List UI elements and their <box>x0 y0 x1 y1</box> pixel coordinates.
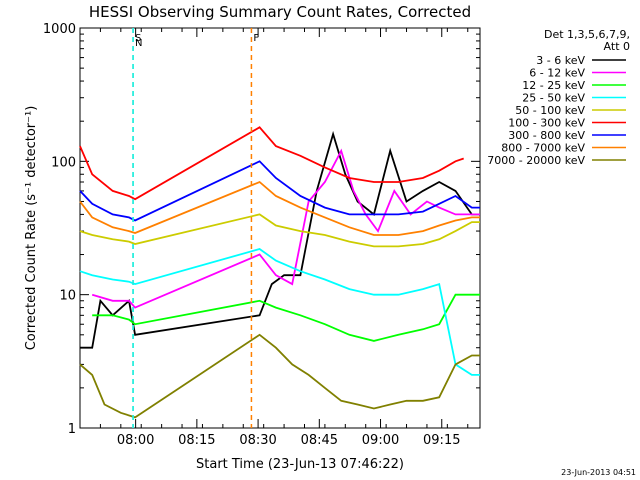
x-axis-label: Start Time (23-Jun-13 07:46:22) <box>196 457 404 472</box>
series-line <box>79 126 464 201</box>
y-tick-label: 1000 <box>43 22 76 37</box>
y-axis-label: Corrected Count Rate (s⁻¹ detector⁻¹) <box>24 106 39 351</box>
x-tick-label: 08:45 <box>301 433 338 448</box>
legend-label: 7000 - 20000 keV <box>487 154 585 167</box>
y-tick-label: 10 <box>59 289 76 304</box>
series-line <box>92 293 480 342</box>
series-line <box>80 130 480 349</box>
chart-title: HESSI Observing Summary Count Rates, Cor… <box>89 3 471 21</box>
legend-header: Att 0 <box>604 40 630 53</box>
y-tick-label: 100 <box>51 155 76 170</box>
flag-label: N <box>135 38 142 49</box>
x-tick-label: 08:15 <box>178 433 215 448</box>
legend-label: 100 - 300 keV <box>508 117 585 130</box>
series-line <box>79 213 480 248</box>
x-tick-label: 09:15 <box>423 433 460 448</box>
legend-label: 800 - 7000 keV <box>501 142 585 155</box>
flag-label: S <box>135 33 141 44</box>
footer-date: 23-Jun-2013 04:51 <box>561 468 636 477</box>
legend-label: 25 - 50 keV <box>522 92 585 105</box>
x-tick-label: 08:00 <box>117 433 154 448</box>
x-tick-label: 08:30 <box>239 433 276 448</box>
series-line <box>79 333 480 419</box>
legend-label: 12 - 25 keV <box>522 79 585 92</box>
flag-layer: SN F <box>132 28 259 428</box>
y-tick-label: 1 <box>68 422 76 437</box>
legend-label: 300 - 800 keV <box>508 129 585 142</box>
series-line <box>79 248 480 376</box>
legend-label: 50 - 100 keV <box>515 104 585 117</box>
legend-header: Det 1,3,5,6,7,9, <box>544 28 630 41</box>
plot-frame <box>79 27 481 429</box>
series-line <box>79 160 480 222</box>
plot-area: 1 10 100 1000 08:00 08:15 08:30 08:45 09:00 09:15 <box>43 22 481 448</box>
series-line <box>91 148 480 309</box>
series-line <box>79 180 480 236</box>
x-tick-label: 09:00 <box>362 433 399 448</box>
flag-label: F <box>253 33 259 44</box>
legend-label: 6 - 12 keV <box>529 67 585 80</box>
legend-label: 3 - 6 keV <box>536 54 585 67</box>
